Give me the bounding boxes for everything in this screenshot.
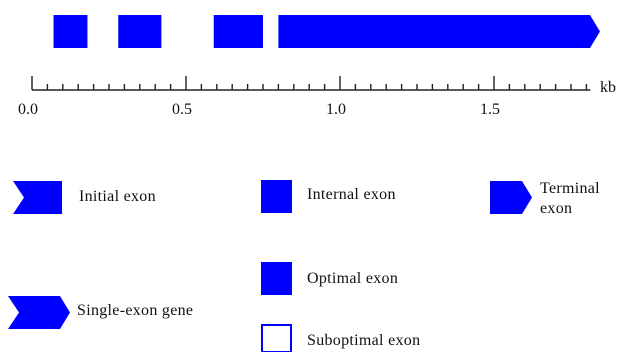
- tick-label-3: 1.5: [480, 101, 500, 118]
- internal-exon-label: Internal exon: [307, 186, 396, 203]
- tick-label-1: 0.5: [172, 101, 192, 118]
- terminal-exon-icon: [490, 181, 532, 214]
- suboptimal-exon-icon: [261, 324, 292, 352]
- optimal-exon-label: Optimal exon: [307, 270, 399, 287]
- terminal-exon-label-line2: exon: [540, 200, 573, 217]
- terminal-exon-block: [278, 15, 600, 48]
- suboptimal-exon-label: Suboptimal exon: [307, 332, 421, 349]
- single-exon-gene-icon: [8, 296, 70, 329]
- initial-exon-icon: [13, 181, 62, 214]
- terminal-exon-label-line1: Terminal: [540, 180, 600, 197]
- internal-exon-block-2: [118, 15, 162, 48]
- internal-exon-block-1: [53, 15, 88, 48]
- internal-exon-block-3: [213, 15, 263, 48]
- initial-exon-label: Initial exon: [79, 188, 156, 205]
- internal-exon-icon: [261, 180, 292, 213]
- axis-unit-label: kb: [600, 79, 616, 96]
- tick-label-2: 1.0: [326, 101, 346, 118]
- tick-label-0: 0.0: [18, 101, 38, 118]
- single-exon-gene-label: Single-exon gene: [77, 302, 194, 319]
- optimal-exon-icon: [261, 262, 292, 295]
